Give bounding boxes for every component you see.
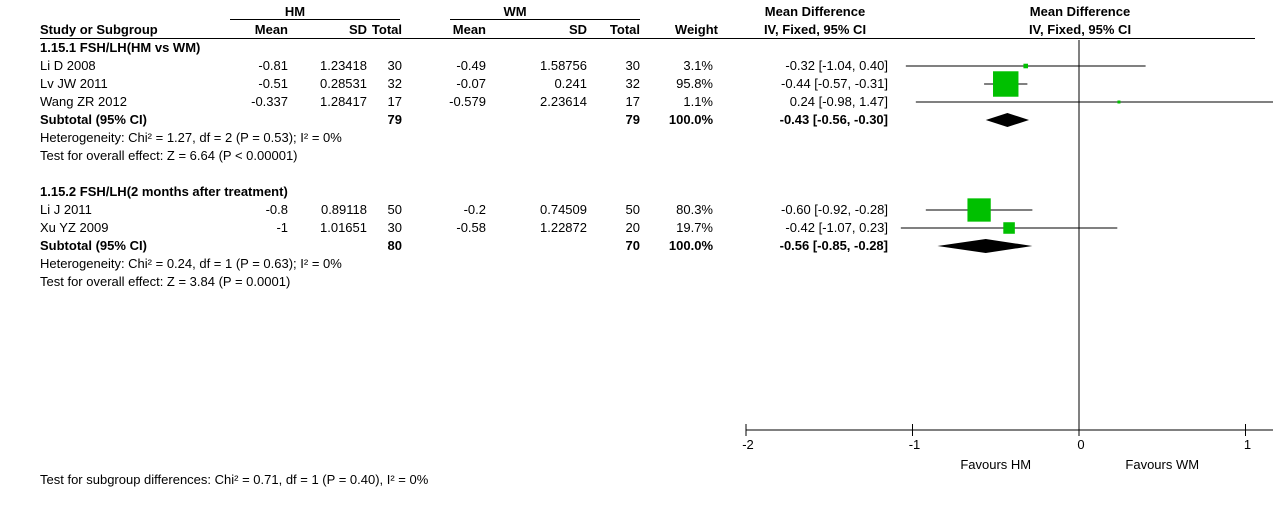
col-sd2: SD [568, 22, 587, 37]
mean1-cell: -0.81 [258, 58, 288, 73]
total1-cell: 50 [387, 202, 402, 217]
plot-subtitle: IV, Fixed, 95% CI [1028, 22, 1132, 37]
subtotal-label: Subtotal (95% CI) [40, 238, 147, 253]
col-total1: Total [371, 22, 402, 37]
study-point-marker [967, 198, 991, 222]
x-tick-label: 0 [1077, 437, 1084, 452]
mean2-cell: -0.07 [456, 76, 486, 91]
total2-cell: 20 [625, 220, 640, 235]
total1-cell: 30 [387, 220, 402, 235]
col-sd1: SD [348, 22, 367, 37]
study-point-marker [1003, 222, 1015, 234]
ci-cell: 0.24 [-0.98, 1.47] [789, 94, 888, 109]
mean2-cell: -0.49 [456, 58, 486, 73]
sd1-cell: 0.28531 [320, 76, 367, 91]
mean1-cell: -0.337 [251, 94, 288, 109]
group1-header: HM [284, 4, 306, 19]
study-name: Lv JW 2011 [40, 76, 108, 91]
x-tick-label: 1 [1244, 437, 1251, 452]
heterogeneity-text: Heterogeneity: Chi² = 0.24, df = 1 (P = … [40, 256, 342, 271]
total1-cell: 17 [387, 94, 402, 109]
ci-cell: -0.32 [-1.04, 0.40] [785, 58, 888, 73]
col-total2: Total [609, 22, 640, 37]
mean2-cell: -0.2 [463, 202, 486, 217]
subgroup-title: 1.15.1 FSH/LH(HM vs WM) [40, 40, 201, 55]
ci-cell: -0.60 [-0.92, -0.28] [781, 202, 888, 217]
ci-cell: -0.44 [-0.57, -0.31] [781, 76, 888, 91]
favours-right-label: Favours WM [1125, 457, 1199, 472]
weight-cell: 19.7% [676, 220, 713, 235]
x-tick-label: -2 [742, 437, 754, 452]
overall-effect-text: Test for overall effect: Z = 6.64 (P < 0… [40, 148, 298, 163]
subtotal-diamond [985, 113, 1030, 127]
study-point-marker [993, 71, 1019, 97]
subtotal-total1: 79 [387, 112, 402, 127]
group2-header-underline [450, 19, 640, 20]
total2-cell: 17 [625, 94, 640, 109]
subtotal-ci: -0.43 [-0.56, -0.30] [779, 112, 888, 127]
sd2-cell: 0.241 [554, 76, 587, 91]
total2-cell: 32 [625, 76, 640, 91]
study-name: Xu YZ 2009 [40, 220, 109, 235]
sd2-cell: 1.58756 [540, 58, 587, 73]
weight-cell: 3.1% [683, 58, 713, 73]
sd2-cell: 0.74509 [540, 202, 587, 217]
sd1-cell: 1.28417 [320, 94, 367, 109]
heterogeneity-text: Heterogeneity: Chi² = 1.27, df = 2 (P = … [40, 130, 342, 145]
header-bottom-rule [40, 38, 1255, 39]
study-point-marker [1117, 100, 1121, 104]
subgroup-differences-text: Test for subgroup differences: Chi² = 0.… [40, 472, 429, 487]
study-name: Li J 2011 [40, 202, 92, 217]
sd2-cell: 2.23614 [540, 94, 587, 109]
col-weight: Weight [674, 22, 718, 37]
subtotal-weight: 100.0% [668, 238, 713, 253]
mean1-cell: -0.51 [258, 76, 288, 91]
total2-cell: 30 [625, 58, 640, 73]
col-ci: IV, Fixed, 95% CI [763, 22, 867, 37]
subtotal-total2: 79 [625, 112, 640, 127]
overall-effect-text: Test for overall effect: Z = 3.84 (P = 0… [40, 274, 291, 289]
subtotal-weight: 100.0% [668, 112, 713, 127]
sd1-cell: 1.01651 [320, 220, 367, 235]
group2-header: WM [503, 4, 527, 19]
weight-cell: 95.8% [676, 76, 713, 91]
col-study: Study or Subgroup [40, 22, 158, 37]
sd1-cell: 0.89118 [320, 202, 367, 217]
subtotal-ci: -0.56 [-0.85, -0.28] [779, 238, 888, 253]
x-tick-label: -1 [909, 437, 921, 452]
group1-header-underline [230, 19, 400, 20]
mean2-cell: -0.579 [449, 94, 486, 109]
total1-cell: 32 [387, 76, 402, 91]
total1-cell: 30 [387, 58, 402, 73]
favours-left-label: Favours HM [960, 457, 1031, 472]
study-name: Wang ZR 2012 [40, 94, 127, 109]
plot-title: Mean Difference [1029, 4, 1131, 19]
subgroup-title: 1.15.2 FSH/LH(2 months after treatment) [40, 184, 288, 199]
weight-cell: 1.1% [683, 94, 713, 109]
subtotal-label: Subtotal (95% CI) [40, 112, 147, 127]
subtotal-total1: 80 [387, 238, 402, 253]
study-name: Li D 2008 [40, 58, 96, 73]
ci-cell: -0.42 [-1.07, 0.23] [785, 220, 888, 235]
col-mean2: Mean [452, 22, 486, 37]
col-mean1: Mean [254, 22, 288, 37]
mean1-cell: -1 [276, 220, 288, 235]
sd1-cell: 1.23418 [320, 58, 367, 73]
weight-cell: 80.3% [676, 202, 713, 217]
study-point-marker [1023, 63, 1029, 69]
subtotal-total2: 70 [625, 238, 640, 253]
total2-cell: 50 [625, 202, 640, 217]
subtotal-diamond [937, 239, 1033, 253]
mean2-cell: -0.58 [456, 220, 486, 235]
mean1-cell: -0.8 [265, 202, 288, 217]
sd2-cell: 1.22872 [540, 220, 587, 235]
md-column-title: Mean Difference [764, 4, 866, 19]
